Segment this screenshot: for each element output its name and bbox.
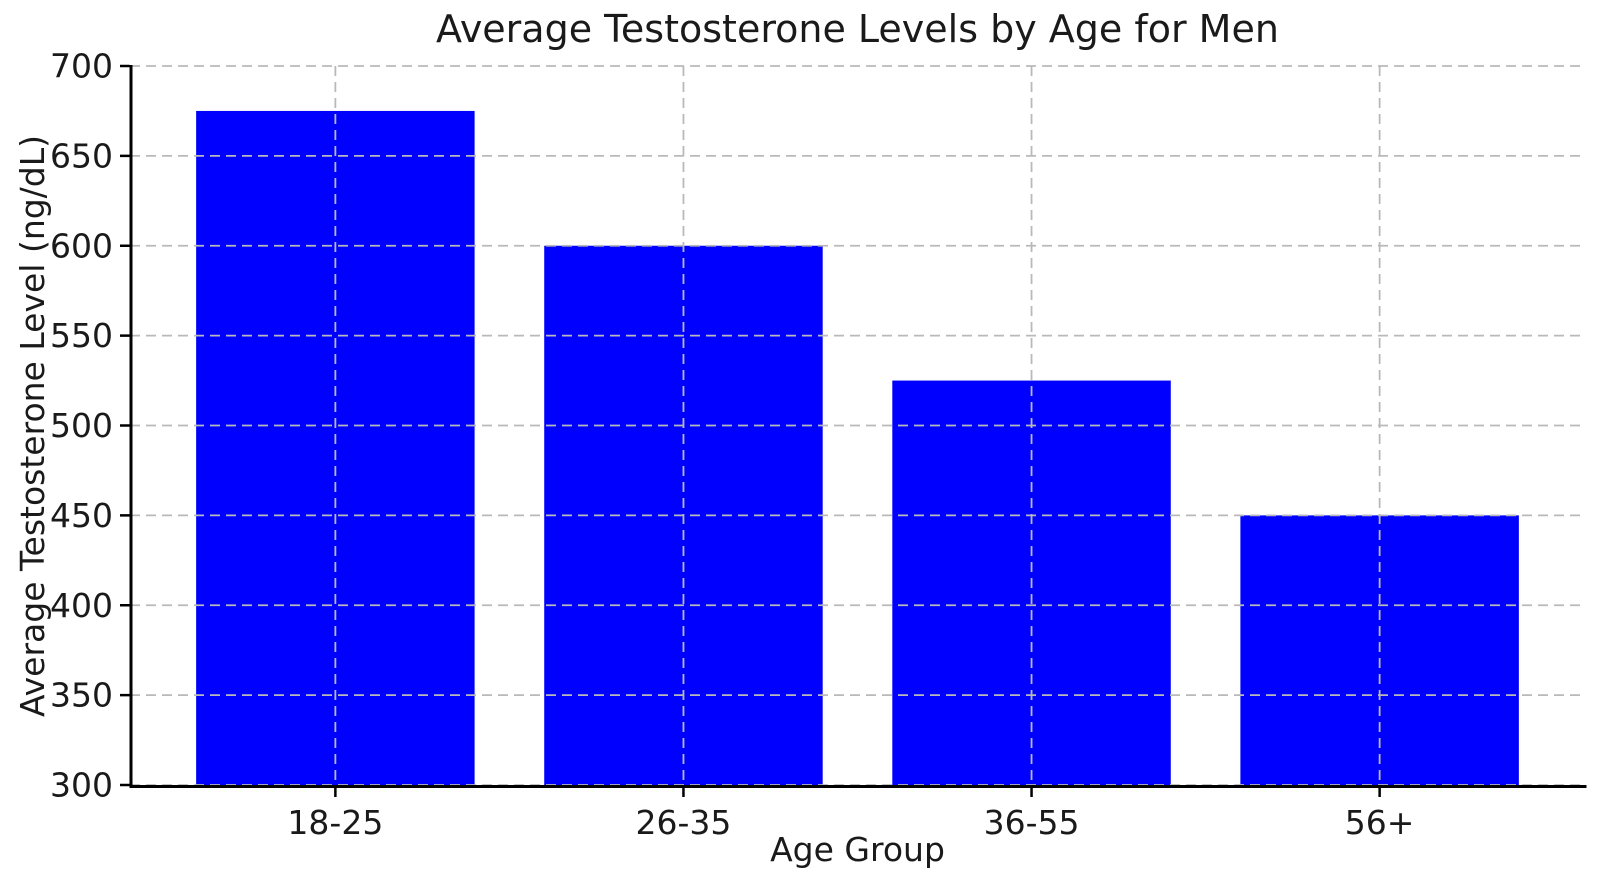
x-tick-label: 56+: [1345, 803, 1415, 842]
x-tick-label: 18-25: [287, 803, 383, 842]
y-tick-label: 550: [50, 316, 113, 355]
x-axis-label: Age Group: [770, 830, 945, 869]
y-tick-label: 450: [50, 496, 113, 535]
x-tick-label: 26-35: [636, 803, 732, 842]
y-tick-label: 650: [50, 136, 113, 175]
y-tick-label: 400: [50, 586, 113, 625]
x-tick-label: 36-55: [984, 803, 1080, 842]
bar-18-25: [196, 110, 475, 787]
chart-title: Average Testosterone Levels by Age for M…: [436, 7, 1279, 51]
y-tick-label: 300: [50, 766, 113, 805]
y-tick-label: 700: [50, 47, 113, 86]
y-tick-label: 600: [50, 226, 113, 265]
y-tick-label: 350: [50, 676, 113, 715]
y-tick-label: 500: [50, 406, 113, 445]
